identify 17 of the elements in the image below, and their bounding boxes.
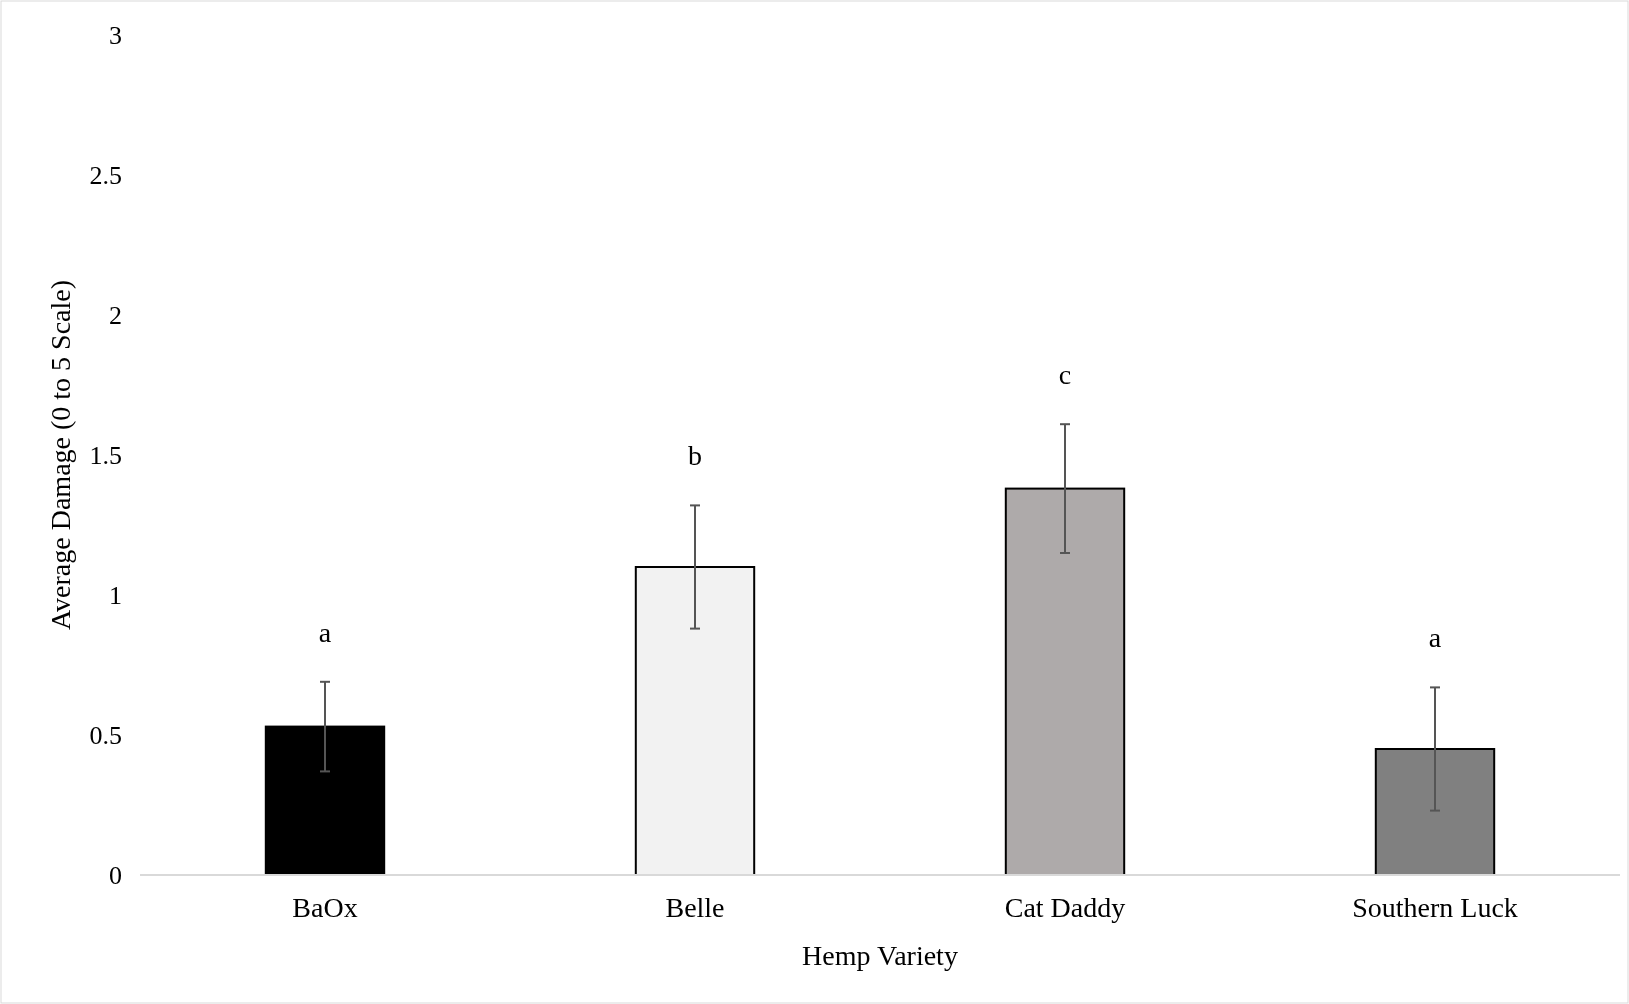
annotation: a xyxy=(318,616,332,648)
x-axis-title: Hemp Variety xyxy=(802,940,958,971)
y-tick-label: 1.5 xyxy=(89,440,122,470)
x-tick-label: Southern Luck xyxy=(1352,891,1518,923)
y-tick-label: 2.5 xyxy=(89,160,122,190)
annotation: c xyxy=(1058,359,1072,391)
x-tick-label: BaOx xyxy=(292,891,358,923)
y-tick-label: 3 xyxy=(109,20,122,50)
y-tick-label: 2 xyxy=(109,300,122,330)
annotation: a xyxy=(1428,622,1442,654)
x-tick-label: Belle xyxy=(665,891,725,923)
y-tick-label: 0 xyxy=(109,860,122,890)
y-tick-label: 1 xyxy=(109,580,122,610)
x-tick-label: Cat Daddy xyxy=(1004,891,1126,923)
annotation: b xyxy=(688,440,702,472)
y-tick-label: 0.5 xyxy=(89,720,122,750)
y-axis-title: Average Damage (0 to 5 Scale) xyxy=(45,279,76,631)
